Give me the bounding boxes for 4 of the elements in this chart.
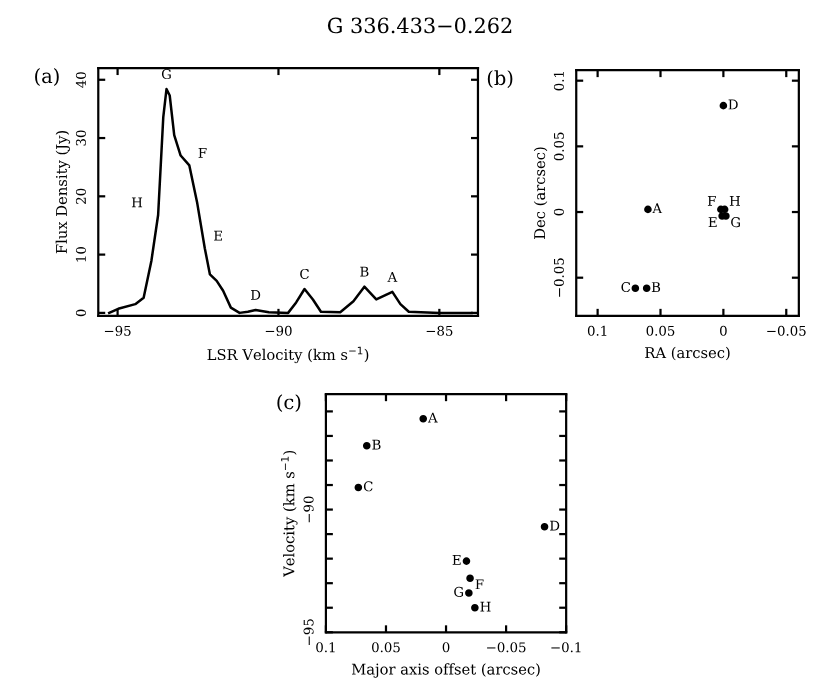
text: (b) <box>487 70 513 88</box>
text: (a) <box>35 68 59 86</box>
text: (c) <box>277 394 301 413</box>
chart-title: G 336.433−0.262 <box>327 17 512 34</box>
